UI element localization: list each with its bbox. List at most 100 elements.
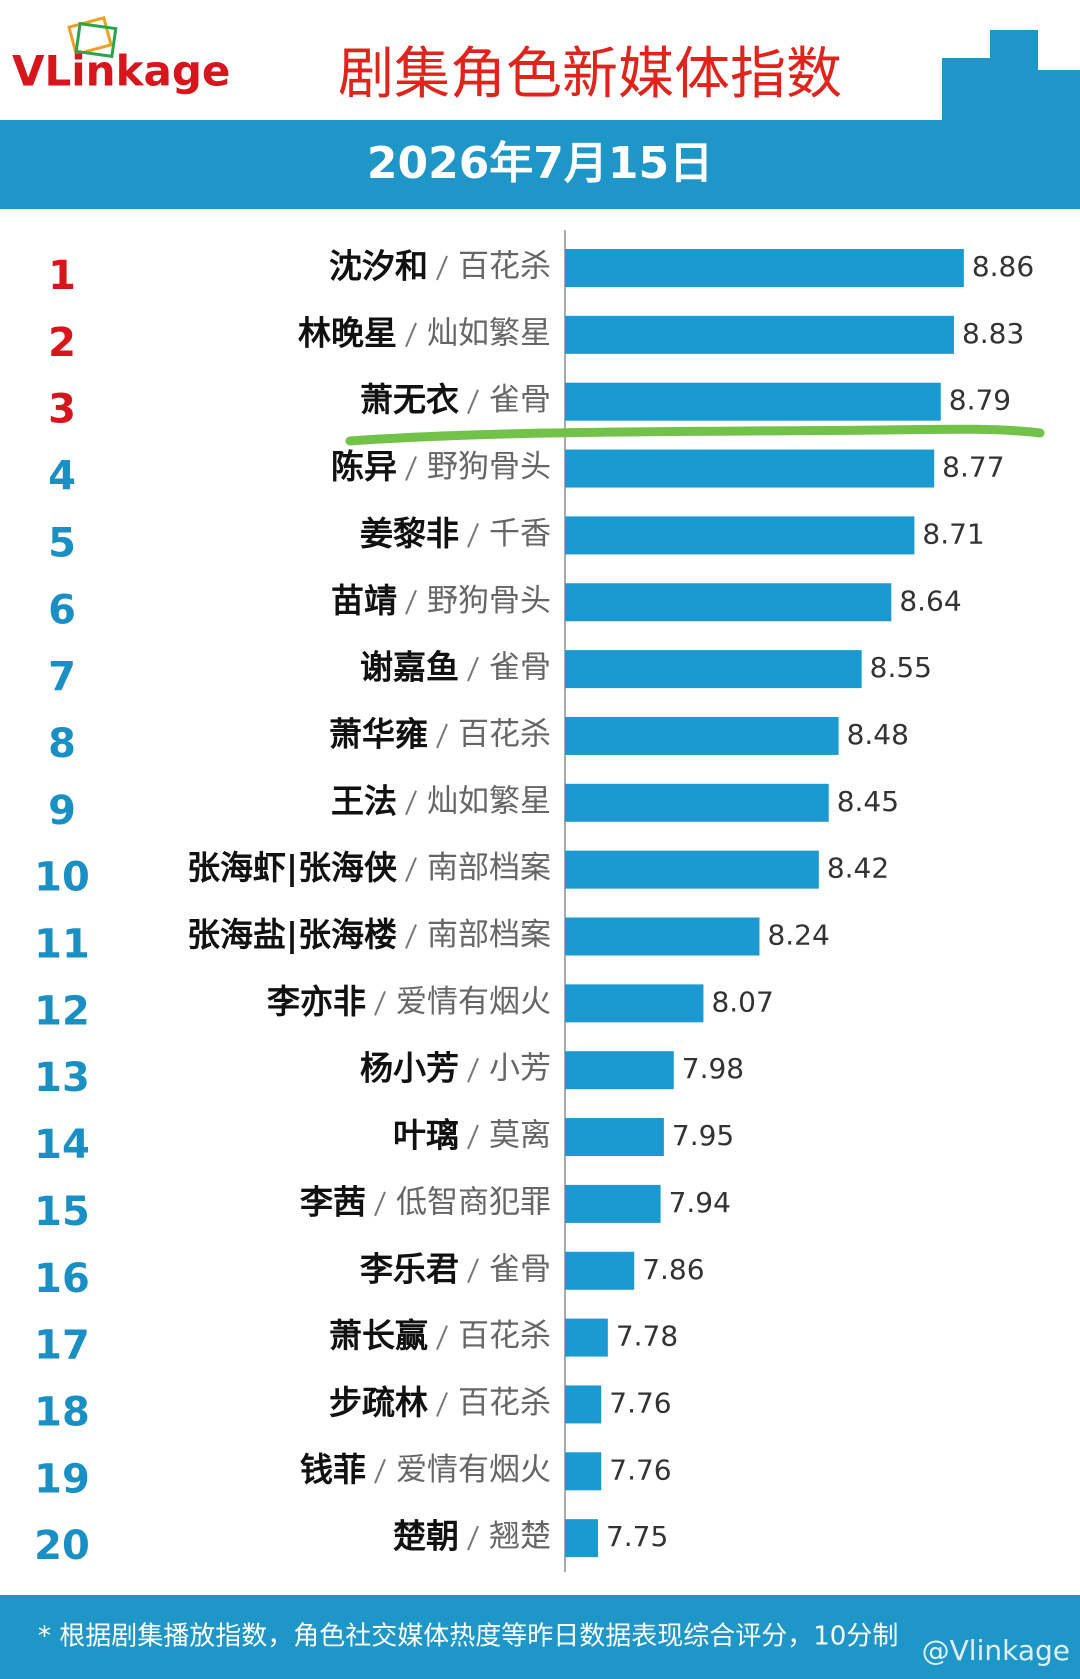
drama-name: 灿如繁星 — [427, 783, 551, 819]
separator — [467, 1525, 479, 1551]
role-name: 姜黎非 — [360, 514, 459, 553]
bar — [565, 1452, 602, 1491]
drama-name: 百花杀 — [458, 249, 551, 285]
drama-name: 雀骨 — [489, 650, 551, 686]
value-label: 7.94 — [669, 1186, 731, 1219]
value-label: 8.24 — [767, 919, 829, 952]
value-label: 7.98 — [682, 1052, 744, 1085]
bar — [565, 1318, 608, 1357]
bar — [565, 1385, 602, 1424]
drama-name: 雀骨 — [489, 1251, 551, 1287]
rank: 7 — [48, 654, 76, 700]
rank: 12 — [34, 988, 90, 1034]
rank: 10 — [34, 855, 90, 901]
rank: 14 — [34, 1122, 90, 1168]
role-name: 钱菲 — [300, 1450, 366, 1489]
bar — [565, 650, 862, 689]
role-name: 叶璃 — [393, 1116, 459, 1155]
role-name: 萧长赢 — [329, 1316, 428, 1355]
separator — [405, 589, 417, 615]
drama-name: 低智商犯罪 — [396, 1184, 551, 1220]
bar — [565, 1118, 664, 1157]
value-label: 8.83 — [962, 317, 1024, 350]
role-name: 沈汐和 — [329, 247, 428, 286]
separator — [436, 255, 448, 281]
date-band — [0, 120, 1080, 209]
bar — [565, 249, 964, 287]
value-label: 8.55 — [870, 651, 932, 684]
value-label: 7.75 — [606, 1520, 668, 1553]
bar — [565, 583, 892, 622]
value-label: 7.78 — [616, 1320, 678, 1353]
rank: 6 — [48, 587, 76, 633]
role-name: 步疏林 — [329, 1383, 428, 1422]
rank: 16 — [34, 1256, 90, 1302]
podium — [942, 30, 1080, 120]
rank: 15 — [34, 1189, 90, 1235]
rank: 13 — [34, 1055, 90, 1101]
rank: 2 — [48, 320, 76, 366]
separator — [374, 1458, 386, 1484]
value-label: 8.77 — [942, 451, 1004, 484]
role-name: 张海虾|张海侠 — [187, 848, 398, 887]
drama-name: 爱情有烟火 — [396, 1452, 551, 1488]
role-name: 李乐君 — [360, 1249, 459, 1288]
footnote: * 根据剧集播放指数，角色社交媒体热度等昨日数据表现综合评分，10分制 — [38, 1622, 898, 1652]
role-name: 谢嘉鱼 — [360, 648, 459, 687]
role-name: 楚朝 — [393, 1517, 459, 1556]
drama-name: 野狗骨头 — [427, 583, 551, 619]
bar — [565, 984, 704, 1023]
bar — [565, 382, 941, 421]
drama-name: 南部档案 — [427, 850, 551, 886]
role-name: 王法 — [331, 781, 397, 820]
separator — [467, 389, 479, 415]
separator — [467, 1057, 479, 1083]
watermark: @Vlinkage — [922, 1634, 1070, 1667]
rank: 9 — [48, 788, 76, 834]
separator — [467, 1124, 479, 1150]
value-label: 7.95 — [672, 1119, 734, 1152]
role-name: 萧无衣 — [360, 380, 459, 419]
value-label: 7.86 — [642, 1253, 704, 1286]
rank: 4 — [48, 454, 76, 500]
separator — [374, 1191, 386, 1217]
bar — [565, 716, 839, 755]
value-label: 8.71 — [922, 517, 984, 550]
logo-icon — [67, 15, 118, 59]
role-name: 萧华雍 — [329, 714, 428, 753]
role-name: 苗靖 — [331, 581, 397, 620]
rank: 18 — [34, 1389, 90, 1435]
subtitle: 2026年7月15日 — [367, 138, 713, 189]
role-name: 陈异 — [331, 447, 397, 486]
value-label: 7.76 — [609, 1453, 671, 1486]
value-label: 8.64 — [899, 584, 961, 617]
value-label: 8.07 — [711, 985, 773, 1018]
drama-name: 百花杀 — [458, 1318, 551, 1354]
drama-name: 百花杀 — [458, 1385, 551, 1421]
bar — [565, 783, 829, 822]
bar — [565, 850, 819, 889]
value-label: 7.76 — [609, 1386, 671, 1419]
highlight-stroke — [345, 424, 1045, 446]
value-label: 8.86 — [972, 250, 1034, 283]
drama-name: 翘楚 — [489, 1519, 551, 1555]
bar — [565, 1184, 661, 1223]
bar — [565, 449, 935, 488]
separator — [467, 656, 479, 682]
value-label: 8.48 — [847, 718, 909, 751]
bar — [565, 1051, 674, 1090]
drama-name: 千香 — [489, 516, 551, 552]
rank: 17 — [34, 1323, 90, 1369]
separator — [405, 790, 417, 816]
separator — [374, 990, 386, 1016]
rank: 20 — [34, 1523, 90, 1569]
separator — [405, 857, 417, 883]
value-label: 8.42 — [827, 852, 889, 885]
bar — [565, 315, 954, 354]
rank: 5 — [48, 520, 76, 566]
bar — [565, 1251, 635, 1290]
drama-name: 爱情有烟火 — [396, 984, 551, 1020]
value-label: 8.79 — [949, 384, 1011, 417]
role-name: 林晚星 — [298, 313, 397, 352]
